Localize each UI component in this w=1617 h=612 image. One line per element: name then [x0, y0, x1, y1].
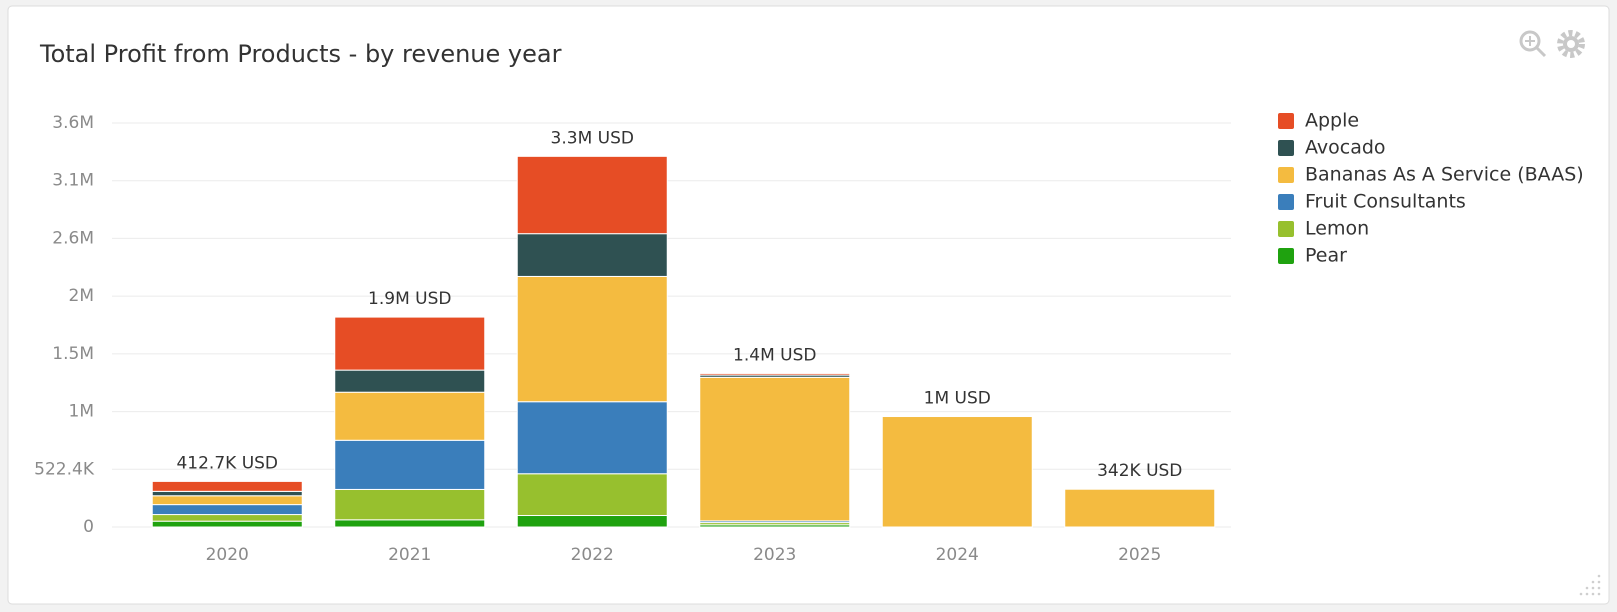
- bar-segment: [881, 416, 1033, 528]
- bar-segment: [151, 520, 303, 528]
- total-label: 412.7K USD: [176, 453, 278, 473]
- bar-segment: [516, 275, 668, 403]
- x-tick-label: 2024: [936, 545, 979, 565]
- legend-label: Bananas As A Service (BAAS): [1305, 164, 1584, 186]
- legend-swatch: [1278, 167, 1294, 183]
- y-tick-label: 3.1M: [52, 171, 94, 191]
- bar-segment: [334, 369, 486, 393]
- resize-dot: [1597, 586, 1601, 590]
- bar-segment: [334, 488, 486, 521]
- legend-swatch: [1278, 221, 1294, 237]
- bar-segment: [516, 233, 668, 277]
- bar-segment: [516, 473, 668, 517]
- x-tick-label: 2020: [206, 545, 249, 565]
- resize-dot: [1597, 592, 1601, 596]
- bar-segment: [516, 401, 668, 475]
- resize-dot: [1579, 592, 1583, 596]
- bar-segment: [516, 515, 668, 528]
- total-label: 1.4M USD: [733, 345, 816, 365]
- legend-swatch: [1278, 248, 1294, 264]
- bar-segment: [334, 519, 486, 528]
- total-label: 1M USD: [924, 389, 991, 409]
- resize-dot: [1591, 592, 1595, 596]
- y-tick-label: 522.4K: [34, 459, 95, 479]
- x-tick-label: 2023: [753, 545, 796, 565]
- total-label: 342K USD: [1097, 461, 1182, 481]
- resize-dot: [1597, 574, 1601, 578]
- resize-dot: [1591, 580, 1595, 584]
- legend-label: Pear: [1305, 245, 1347, 267]
- bar-segment: [516, 155, 668, 235]
- legend-label: Apple: [1305, 110, 1359, 132]
- resize-dot: [1591, 586, 1595, 590]
- zoom-icon[interactable]: [1519, 30, 1547, 58]
- y-tick-label: 0: [83, 517, 94, 537]
- x-tick-label: 2021: [388, 545, 431, 565]
- y-tick-label: 1M: [69, 402, 94, 422]
- legend-swatch: [1278, 194, 1294, 210]
- bar-segment: [1064, 488, 1216, 528]
- bar-segment: [334, 439, 486, 490]
- y-tick-label: 2M: [69, 286, 94, 306]
- bar-segment: [151, 504, 303, 516]
- bar-segment: [151, 490, 303, 497]
- legend-label: Avocado: [1305, 137, 1386, 159]
- legend-swatch: [1278, 113, 1294, 129]
- chart-title: Total Profit from Products - by revenue …: [39, 40, 562, 68]
- bar-segment: [151, 495, 303, 506]
- total-label: 1.9M USD: [368, 289, 451, 309]
- x-tick-label: 2022: [571, 545, 614, 565]
- y-tick-label: 3.6M: [52, 113, 94, 133]
- bar-segment: [334, 316, 486, 371]
- settings-icon[interactable]: [1557, 30, 1585, 58]
- bar-segment: [334, 391, 486, 441]
- y-tick-label: 2.6M: [52, 228, 94, 248]
- y-tick-label: 1.5M: [52, 344, 94, 364]
- resize-dot: [1585, 592, 1589, 596]
- bar-segment: [151, 480, 303, 492]
- legend-label: Lemon: [1305, 218, 1369, 240]
- legend-label: Fruit Consultants: [1305, 191, 1466, 213]
- total-label: 3.3M USD: [551, 128, 634, 148]
- bar-segment: [151, 514, 303, 522]
- resize-dot: [1585, 586, 1589, 590]
- legend-swatch: [1278, 140, 1294, 156]
- bar-segment: [699, 376, 851, 522]
- bar-segment: [699, 372, 851, 376]
- resize-dot: [1597, 580, 1601, 584]
- x-tick-label: 2025: [1118, 545, 1161, 565]
